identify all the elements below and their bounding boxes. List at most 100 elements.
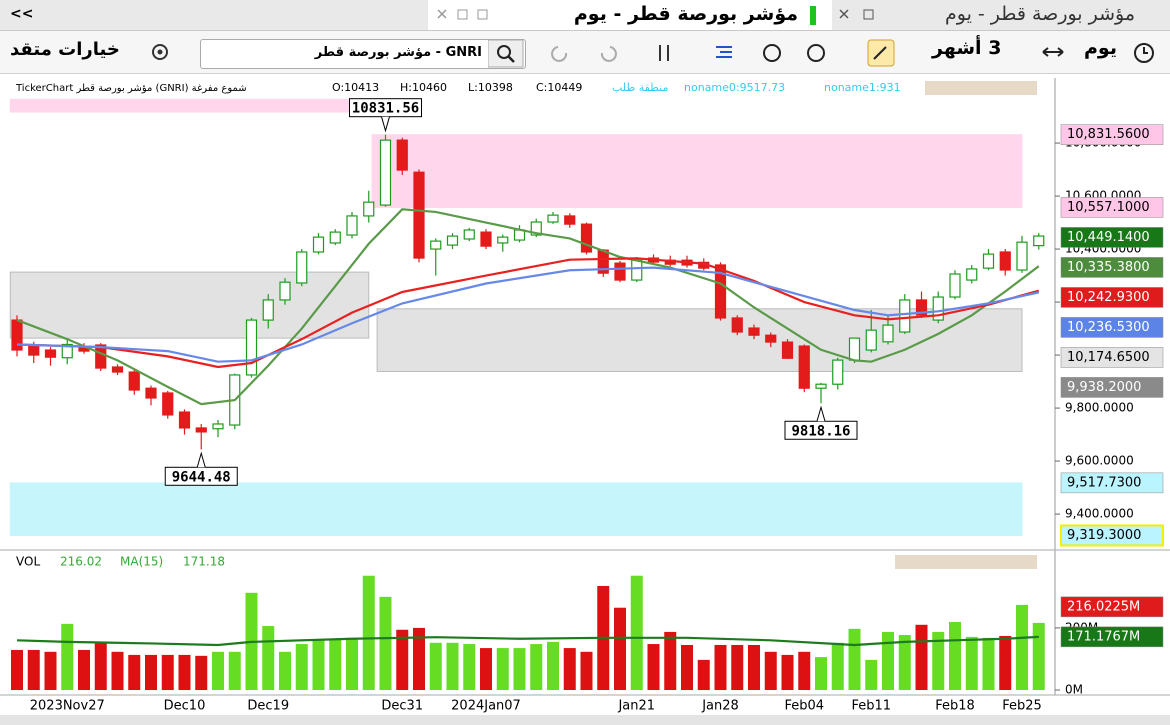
volume-bar xyxy=(982,637,995,690)
volume-bar xyxy=(128,654,141,690)
volume-bar xyxy=(78,649,90,690)
volume-bar xyxy=(212,651,224,690)
advanced-options[interactable]: خيارات متقد xyxy=(10,39,120,60)
indicator-line xyxy=(16,257,1040,369)
volume-bar xyxy=(580,651,593,690)
volume-bar xyxy=(480,648,492,690)
volume-bar xyxy=(882,631,894,690)
volume-bar xyxy=(429,642,442,690)
zone xyxy=(9,98,370,113)
candle-body xyxy=(346,215,358,236)
price-label xyxy=(1060,197,1164,218)
volume-bar xyxy=(346,637,358,690)
annotation-box xyxy=(784,420,858,440)
x-tick-label: Feb18 xyxy=(935,699,975,714)
price-label xyxy=(1060,287,1164,308)
volume-bar xyxy=(61,623,74,690)
ohlc-value: L:10398 xyxy=(468,81,513,94)
y-tick-label: 10,000.0000 xyxy=(1065,348,1141,362)
x-tick-label: Feb25 xyxy=(1002,699,1042,714)
legend-entry: noname0:9517.73 xyxy=(684,81,785,94)
candle-body xyxy=(848,337,861,361)
volume-bar xyxy=(647,644,660,690)
interval-button[interactable]: يوم xyxy=(1084,37,1117,59)
status-bar xyxy=(0,715,1170,725)
price-label-text: 10,335.3800 xyxy=(1067,260,1150,275)
candle-body xyxy=(212,423,224,430)
volume-bar xyxy=(496,648,509,690)
candle-body xyxy=(681,259,693,266)
candle-body xyxy=(497,236,509,244)
candle-body xyxy=(1033,235,1045,247)
settings-icon[interactable] xyxy=(150,42,170,62)
price-label xyxy=(1060,472,1164,494)
candle-body xyxy=(78,346,90,352)
symbol-search[interactable] xyxy=(200,39,526,69)
zone xyxy=(371,134,1023,208)
volume-bar xyxy=(228,651,241,690)
volume-bar xyxy=(664,631,677,690)
y-tick-label: 10,400.0000 xyxy=(1065,242,1141,256)
symbol-text[interactable]: GNRI - مؤشر بورصة قطر xyxy=(314,45,482,60)
candle-body xyxy=(178,411,191,429)
volume-bar xyxy=(463,644,476,690)
price-label-text: 10,557.1000 xyxy=(1067,200,1150,215)
x-tick-label: Dec19 xyxy=(247,699,289,714)
volume-bar xyxy=(295,644,308,690)
annotation-pointer xyxy=(381,116,390,133)
volume-last: 216.02 xyxy=(60,555,102,569)
volume-bar xyxy=(614,607,626,690)
pane-controls xyxy=(895,555,1037,569)
candle-body xyxy=(396,139,408,171)
active-tab-title[interactable]: مؤشر بورصة قطر - يوم xyxy=(573,3,798,25)
price-label-text: 10,449.1400 xyxy=(1067,230,1150,245)
candle-body xyxy=(832,359,844,385)
tab-title[interactable]: مؤشر بورصة قطر - يوم xyxy=(945,3,1136,25)
collapse-button[interactable]: << xyxy=(10,6,34,22)
candle-body xyxy=(513,229,526,241)
volume-bar xyxy=(831,642,844,690)
volume-bar xyxy=(714,644,727,690)
period-button[interactable]: 3 أشهر xyxy=(932,37,1002,59)
candle-body xyxy=(798,345,810,389)
price-label xyxy=(1060,524,1164,547)
price-label-text: 10,242.9300 xyxy=(1067,290,1150,305)
price-label xyxy=(1060,124,1164,145)
annotation-label: 10831.56 xyxy=(352,101,419,117)
volume-ma-last: 171.18 xyxy=(183,555,225,569)
volume-bar xyxy=(697,659,710,690)
volume-bar xyxy=(630,575,643,690)
tool-icons[interactable] xyxy=(540,39,920,67)
candle-body xyxy=(748,327,760,336)
candle-body xyxy=(11,319,23,351)
volume-bar xyxy=(513,648,526,690)
toolbar: خيارات متقد GNRI - مؤشر بورصة قطر 3 أشهر… xyxy=(0,31,1170,74)
volume-bar xyxy=(949,621,961,690)
candle-body xyxy=(430,240,442,250)
period-icon xyxy=(1042,47,1064,57)
volume-bar xyxy=(764,651,777,690)
price-label xyxy=(1060,227,1164,248)
volume-bar xyxy=(446,642,459,690)
candle-body xyxy=(128,371,140,391)
price-pane xyxy=(0,78,1055,550)
pane-controls xyxy=(925,81,1037,95)
annotation-label: 9818.16 xyxy=(791,423,850,439)
tab-icons xyxy=(839,9,874,20)
volume-bar xyxy=(915,624,928,690)
volume-bar xyxy=(11,649,23,690)
price-label-text: 10,174.6500 xyxy=(1067,350,1150,365)
zone xyxy=(376,308,1023,372)
candle-body xyxy=(44,349,57,358)
y-tick-label: 9,400.0000 xyxy=(1065,507,1134,521)
candle-body xyxy=(1016,241,1028,271)
candle-body xyxy=(413,171,425,259)
search-button[interactable] xyxy=(488,40,524,68)
candle-body xyxy=(463,229,475,240)
volume-ma-name: MA(15) xyxy=(120,555,163,569)
volume-bar xyxy=(396,629,409,690)
axis-bg xyxy=(1055,78,1170,718)
ohlc-value: C:10449 xyxy=(536,81,582,94)
active-tab[interactable] xyxy=(428,0,832,30)
volume-bar xyxy=(413,627,425,690)
